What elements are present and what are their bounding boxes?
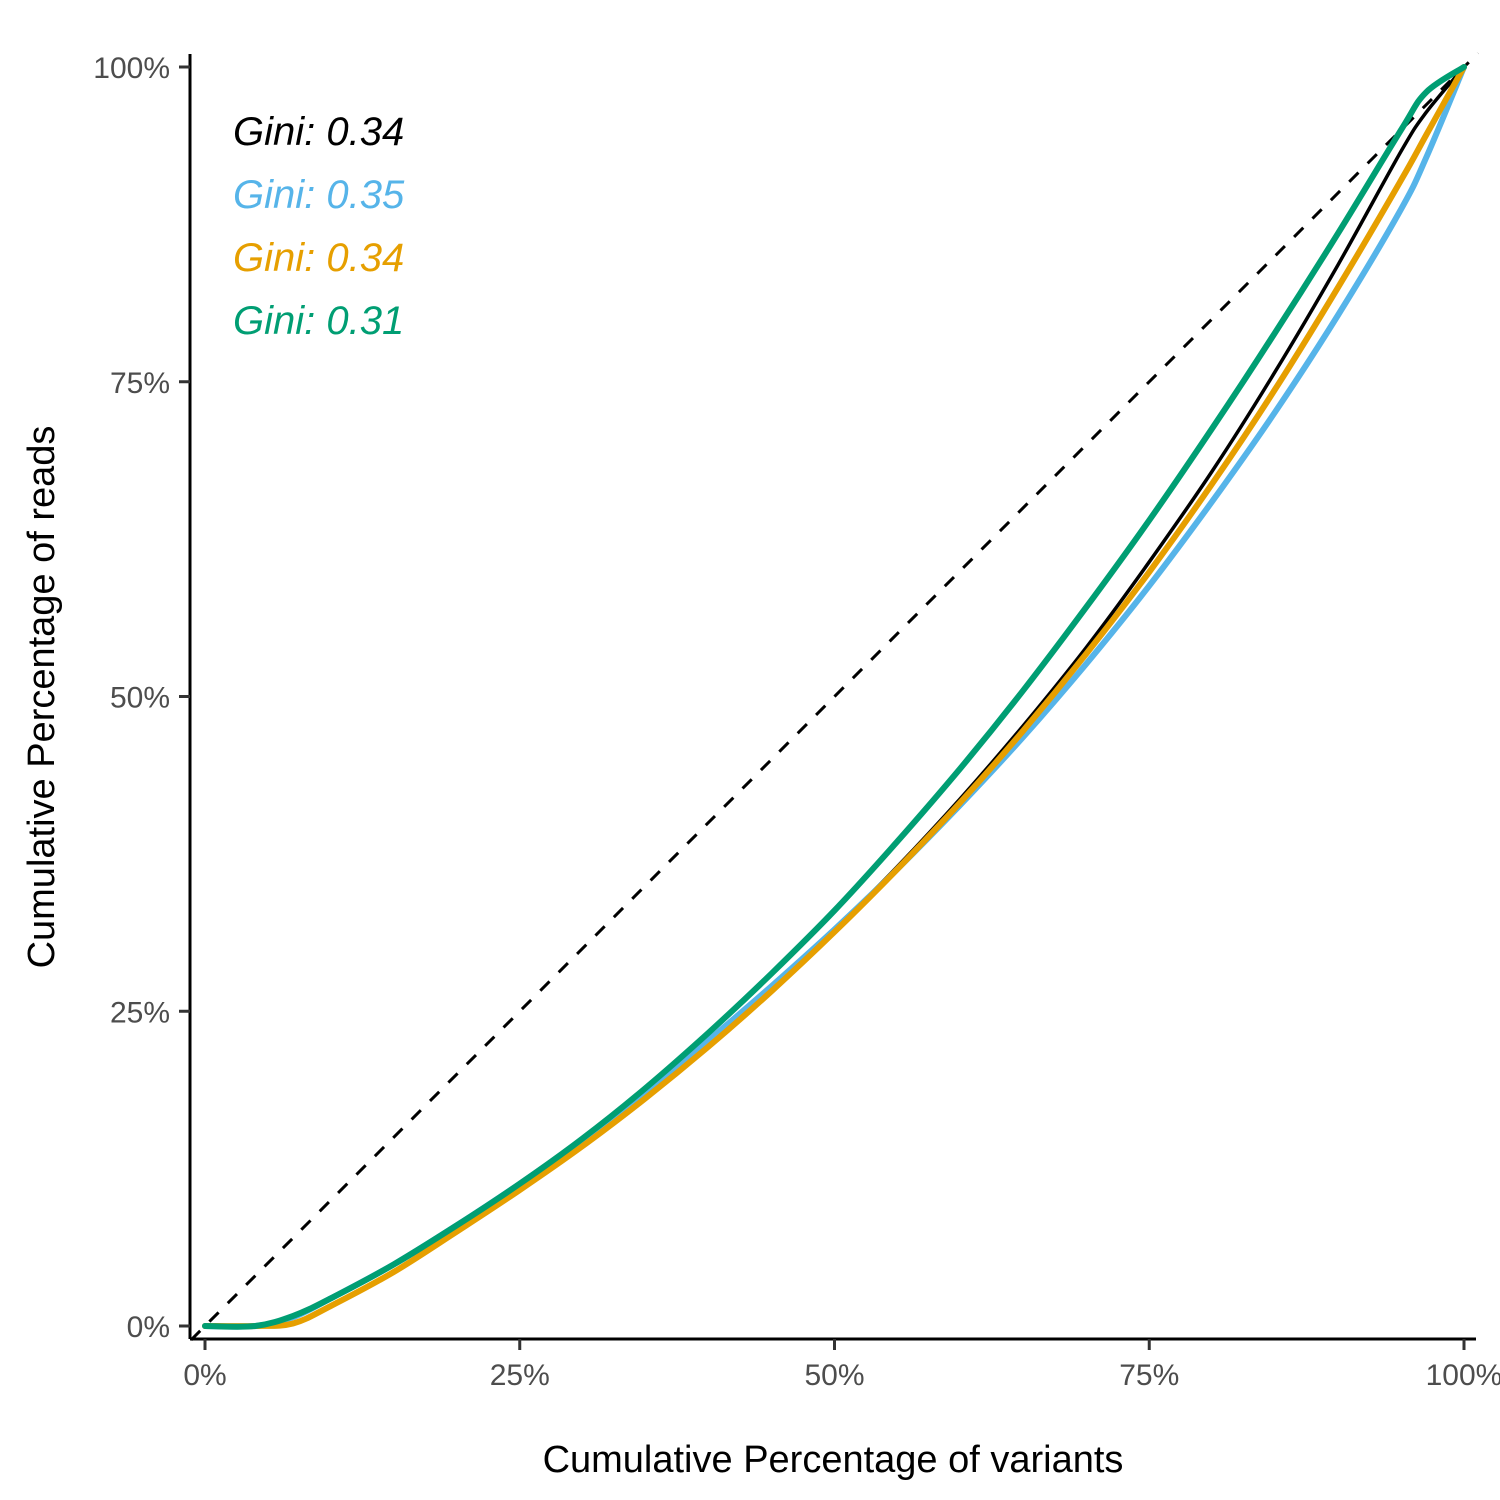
y-tick-label: 0% bbox=[127, 1311, 170, 1344]
gini-annotation: Gini: 0.34 bbox=[233, 236, 404, 280]
y-tick-label: 50% bbox=[110, 682, 170, 715]
gini-annotation: Gini: 0.34 bbox=[233, 110, 404, 154]
reference-layer bbox=[189, 51, 1480, 1342]
x-tick-label: 75% bbox=[1119, 1359, 1179, 1392]
y-tick-label: 25% bbox=[110, 996, 170, 1029]
x-tick-label: 50% bbox=[804, 1359, 864, 1392]
series-layer bbox=[202, 64, 1467, 1330]
ticks: 0% 25% 50% 75% 100% 0% 25% 50% 75% 100% bbox=[93, 52, 1500, 1392]
y-tick-label: 100% bbox=[93, 52, 170, 85]
x-tick-label: 0% bbox=[183, 1359, 226, 1392]
x-tick-label: 25% bbox=[490, 1359, 550, 1392]
series-line-3 bbox=[202, 64, 1467, 1330]
equality-reference-line bbox=[189, 51, 1480, 1342]
x-tick-label: 100% bbox=[1426, 1359, 1500, 1392]
y-axis-title: Cumulative Percentage of reads bbox=[21, 426, 63, 969]
plot-area bbox=[189, 51, 1480, 1342]
gini-annotation: Gini: 0.31 bbox=[233, 299, 404, 343]
gini-annotations: Gini: 0.34 Gini: 0.35 Gini: 0.34 Gini: 0.31 bbox=[233, 110, 405, 343]
series-line-4 bbox=[202, 64, 1467, 1330]
gini-annotation: Gini: 0.35 bbox=[233, 173, 405, 217]
x-axis-title: Cumulative Percentage of variants bbox=[543, 1439, 1124, 1481]
y-tick-label: 75% bbox=[110, 367, 170, 400]
